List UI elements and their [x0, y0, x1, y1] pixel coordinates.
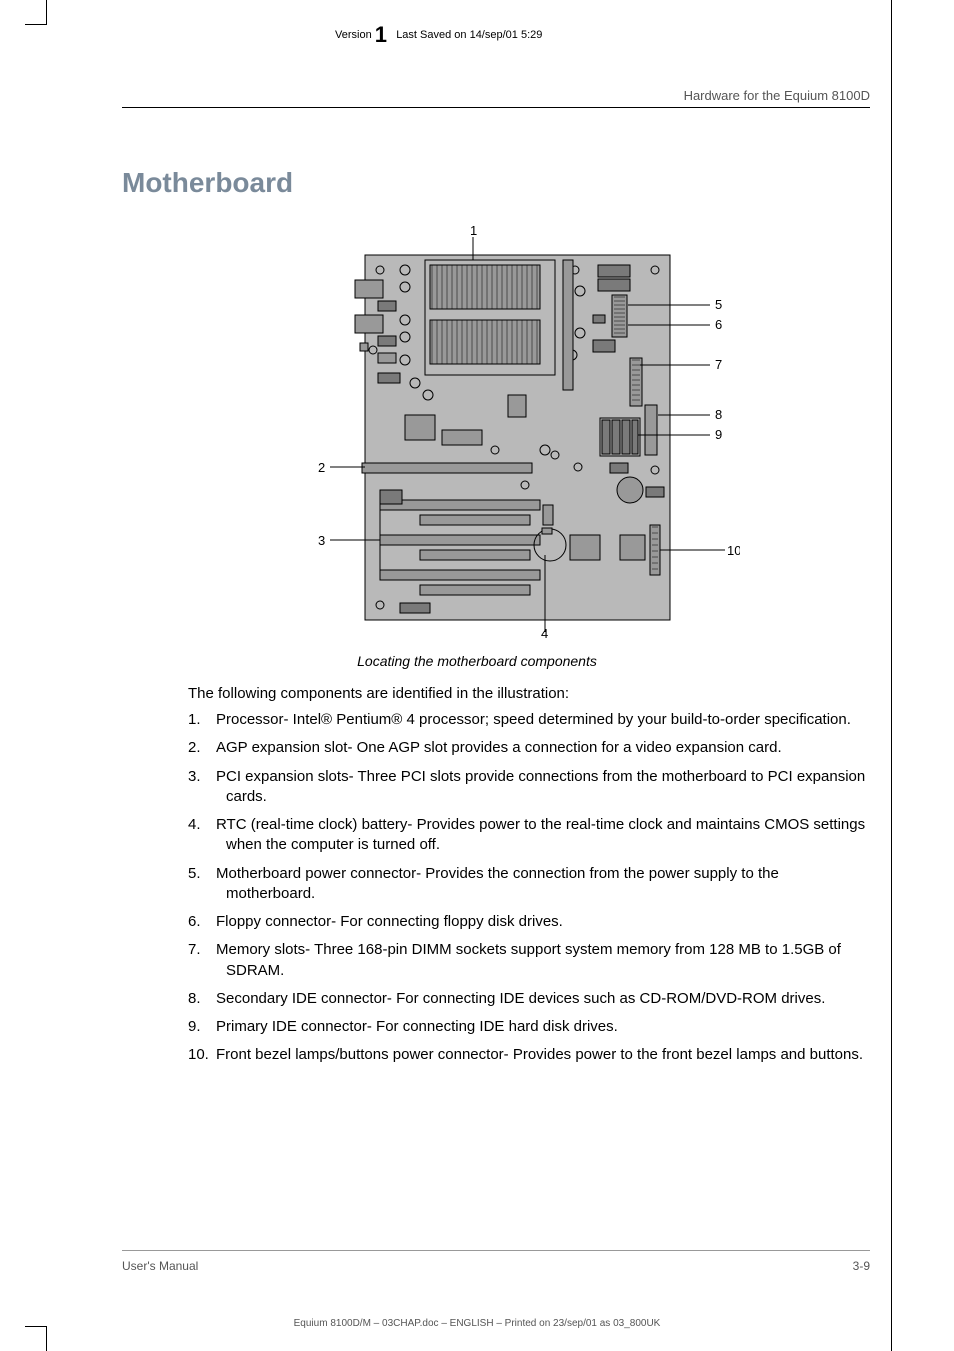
list-item: 7.Memory slots- Three 168-pin DIMM socke…: [188, 940, 870, 981]
footer-right: 3-9: [853, 1259, 870, 1273]
version-prefix: Version: [335, 29, 372, 41]
list-item: 9.Primary IDE connector- For connecting …: [188, 1017, 870, 1037]
footer-rule: [122, 1250, 870, 1251]
list-item: 3.PCI expansion slots- Three PCI slots p…: [188, 767, 870, 808]
last-saved: Last Saved on 14/sep/01 5:29: [396, 29, 542, 41]
diagram-label-6: 6: [715, 317, 722, 332]
diagram-label-7: 7: [715, 357, 722, 372]
list-item: 10.Front bezel lamps/buttons power conne…: [188, 1045, 870, 1065]
header-version: Version 1 Last Saved on 14/sep/01 5:29: [335, 22, 542, 48]
intro-text: The following components are identified …: [188, 685, 569, 702]
diagram-label-10: 10: [727, 543, 740, 558]
version-number: 1: [375, 22, 387, 47]
running-rule: [122, 107, 870, 108]
diagram-label-5: 5: [715, 297, 722, 312]
list-item: 4.RTC (real-time clock) battery- Provide…: [188, 815, 870, 856]
list-item: 5.Motherboard power connector- Provides …: [188, 864, 870, 905]
diagram-label-1: 1: [470, 225, 477, 238]
list-item: 6.Floppy connector- For connecting flopp…: [188, 912, 870, 932]
crop-mark-top-left: [25, 0, 47, 25]
section-title: Motherboard: [122, 167, 293, 199]
motherboard-diagram: 1 2 3 4 5 6 7 8 9 10: [310, 225, 740, 640]
page-edge-right: [891, 0, 892, 1351]
diagram-label-4: 4: [541, 626, 548, 640]
diagram-caption: Locating the motherboard components: [0, 653, 954, 669]
list-item: 8.Secondary IDE connector- For connectin…: [188, 989, 870, 1009]
component-list: 1.Processor- Intel® Pentium® 4 processor…: [188, 710, 870, 1074]
crop-mark-bottom-left: [25, 1326, 47, 1351]
list-item: 2.AGP expansion slot- One AGP slot provi…: [188, 738, 870, 758]
diagram-label-9: 9: [715, 427, 722, 442]
diagram-label-8: 8: [715, 407, 722, 422]
footer-print: Equium 8100D/M – 03CHAP.doc – ENGLISH – …: [0, 1318, 954, 1329]
diagram-label-3: 3: [318, 533, 325, 548]
diagram-label-2: 2: [318, 460, 325, 475]
footer-left: User's Manual: [122, 1259, 198, 1273]
list-item: 1.Processor- Intel® Pentium® 4 processor…: [188, 710, 870, 730]
running-head: Hardware for the Equium 8100D: [684, 88, 870, 103]
